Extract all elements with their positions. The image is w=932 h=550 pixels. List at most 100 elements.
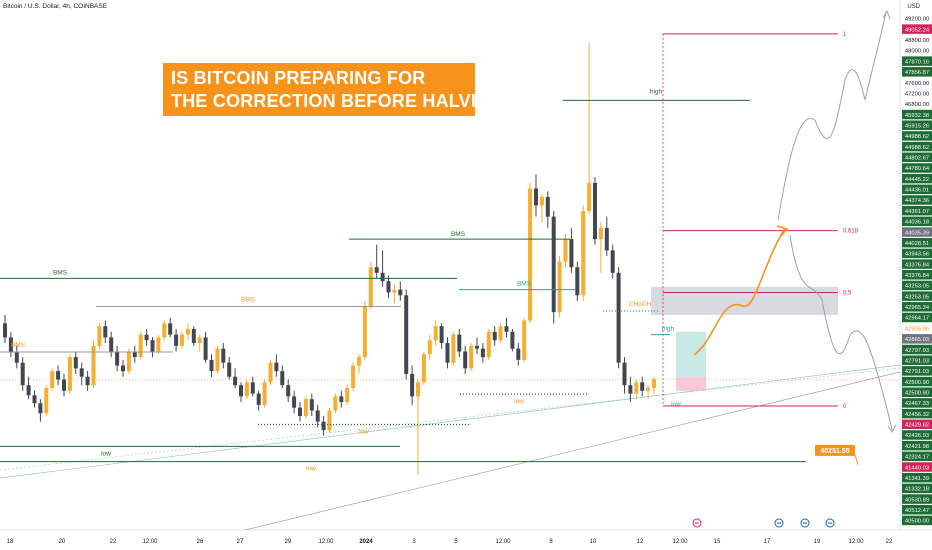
candle-body — [557, 261, 562, 313]
candle-body — [587, 182, 592, 212]
price-tag-bg — [902, 408, 932, 419]
bear-arrowhead — [887, 424, 897, 433]
candle-body — [8, 337, 13, 353]
candle-body — [174, 334, 179, 346]
price-tag-bg — [902, 419, 932, 430]
price-tag-bg — [902, 334, 932, 344]
time-tick-label: 12 — [637, 539, 644, 545]
price-callout-label: 40251.55 — [820, 448, 849, 455]
price-tag-bg — [902, 376, 932, 387]
time-tick-label: 12:00 — [318, 539, 334, 545]
price-tick-label: 45915.26 — [905, 123, 929, 129]
fib-level-label: 0.5 — [843, 290, 852, 296]
candle-body — [581, 211, 586, 296]
structure-label: BMS — [241, 297, 256, 304]
candle-body — [256, 393, 261, 405]
bull-arrowhead — [882, 9, 891, 20]
candle-body — [345, 387, 350, 403]
candle-body — [274, 362, 279, 372]
candle-body — [26, 385, 31, 396]
price-tick-label: 42324.17 — [905, 455, 929, 461]
headline-banner: IS BITCOIN PREPARING FOR THE CORRECTION … — [163, 63, 515, 116]
price-tick-label: 43253.05 — [905, 284, 929, 290]
candle-body — [221, 348, 226, 363]
price-tick-label: 42467.33 — [905, 401, 929, 407]
price-tick-label: 41332.18 — [905, 487, 929, 493]
candle-body — [109, 337, 114, 352]
price-tag-bg — [902, 227, 932, 237]
candle-body — [121, 365, 125, 372]
price-tick-label: 44361.07 — [905, 209, 929, 215]
candle-body — [445, 343, 450, 363]
trendline-gray — [244, 371, 901, 531]
price-tag-bg — [902, 366, 932, 376]
price-tag-bg — [902, 216, 932, 227]
candle-body — [410, 373, 415, 397]
candle-body — [227, 362, 232, 377]
price-tag-bg — [902, 387, 932, 397]
candle-body — [640, 382, 645, 391]
price-tick-label: 44988.62 — [905, 134, 929, 140]
candle-body — [510, 331, 515, 349]
orange-projection — [693, 227, 786, 356]
price-tick-label: 44436.01 — [905, 188, 929, 194]
candle-body — [85, 376, 90, 386]
bear-path — [789, 234, 893, 431]
candle-body — [622, 362, 627, 386]
candle-body — [38, 403, 43, 414]
candle-body — [73, 357, 78, 369]
candle-body — [126, 351, 131, 372]
candle-body — [380, 272, 385, 282]
price-tick-label: 42456.32 — [905, 412, 929, 418]
supply-zone — [651, 286, 838, 391]
price-axis[interactable]: 49200.00 49052.24 48800.00 48000.00 47870.16… — [902, 17, 932, 526]
structure-label: high — [650, 88, 663, 95]
candle-body — [185, 328, 190, 335]
price-tick-label: 42964.17 — [905, 316, 929, 322]
trade-target-box — [676, 331, 706, 377]
candle-body — [652, 379, 656, 388]
candle-body — [593, 182, 597, 240]
price-callout-box — [815, 444, 855, 456]
candle-body — [132, 351, 137, 358]
price-tag-bg — [902, 494, 932, 504]
time-tick-label: 29 — [285, 539, 292, 545]
price-tag-bg — [902, 355, 932, 365]
candle-body — [486, 331, 491, 358]
candle-body — [469, 345, 474, 369]
price-tag-bg — [902, 270, 932, 280]
price-tick-label: 41341.39 — [905, 476, 929, 482]
candle-body — [522, 320, 527, 360]
candle-body — [286, 385, 291, 397]
time-tick-label: 18 — [7, 539, 14, 545]
price-tick-label: 42426.93 — [905, 433, 929, 439]
candle-body — [67, 357, 72, 391]
price-callout-tail — [854, 454, 859, 465]
time-tick-label: 12:00 — [495, 539, 511, 545]
candle-body — [498, 326, 503, 341]
candle-body — [91, 345, 96, 386]
candle-body — [97, 326, 102, 346]
price-tag-bg — [902, 56, 932, 66]
price-tick-label: 49200.00 — [905, 17, 929, 23]
candle-body — [3, 323, 7, 338]
price-tick-label: 41440.03 — [905, 465, 929, 471]
price-tag-bg — [902, 451, 932, 462]
candle-body — [427, 340, 432, 355]
candle-body — [392, 289, 397, 293]
projection-paths — [693, 9, 897, 433]
candle-body — [634, 382, 639, 394]
price-tag-bg — [902, 312, 932, 323]
time-axis[interactable]: 18 20 22 12:00 26 27 29 12:00 2024 3 5 12:00 8 10 12 12… — [7, 518, 893, 545]
candle-body — [14, 352, 19, 363]
structure-label: CHoCH — [629, 301, 652, 308]
price-tick-label: 44036.18 — [905, 220, 929, 226]
price-tick-label: 42429.62 — [905, 423, 929, 429]
headline-line2: THE CORRECTION BEFORE HALVING? — [171, 91, 515, 111]
price-tick-label: 45932.38 — [905, 113, 929, 119]
currency-label: USD — [907, 4, 920, 10]
structure-label: low — [101, 450, 111, 457]
candle-body — [575, 267, 580, 296]
price-tag-bg — [902, 291, 932, 301]
